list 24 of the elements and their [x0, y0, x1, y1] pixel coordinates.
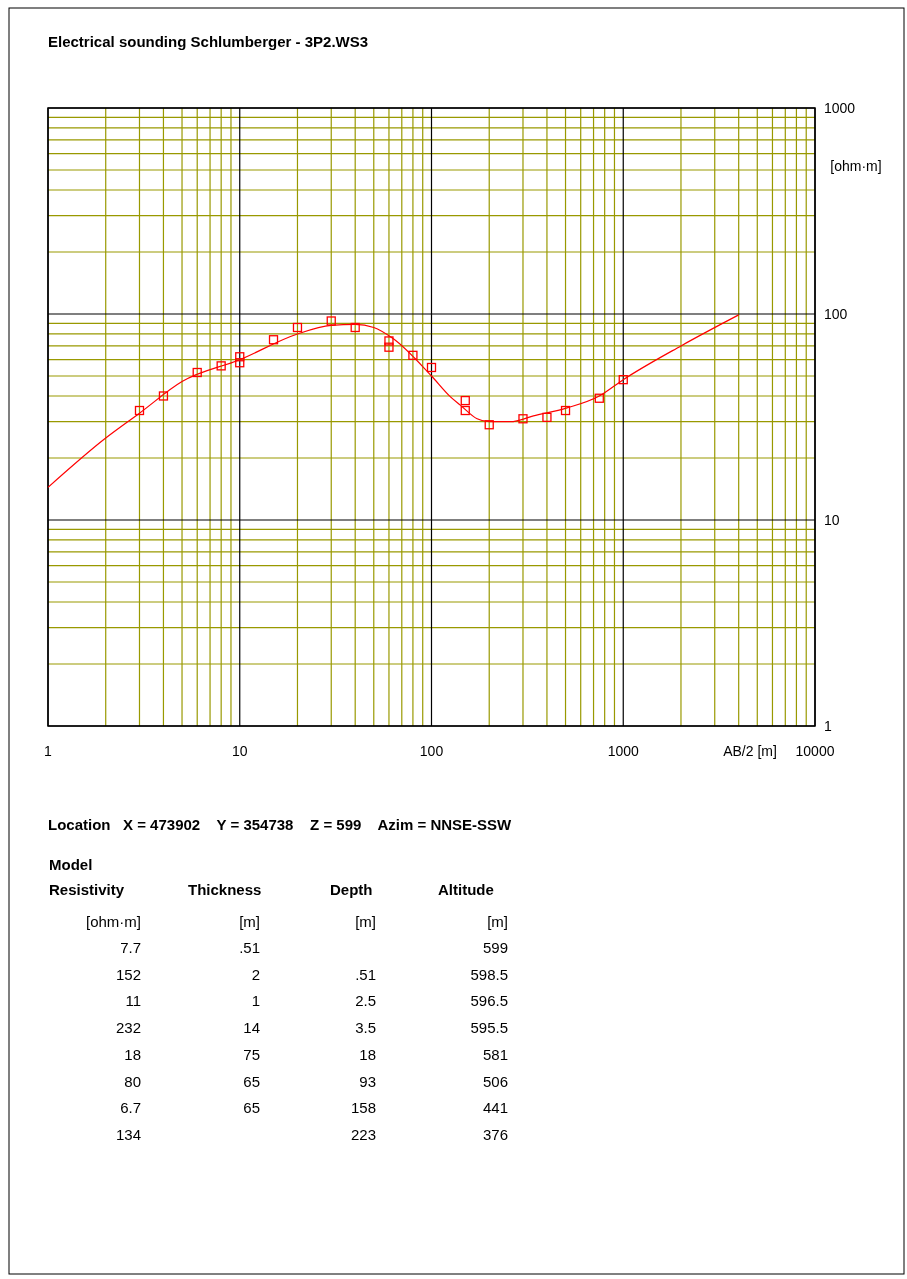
chart-title: Electrical sounding Schlumberger - 3P2.WS3 — [48, 33, 369, 50]
x-tick-label: 10 — [231, 743, 248, 759]
x-tick-label: 100 — [419, 743, 444, 759]
x-tick-label: 10000 — [795, 743, 835, 759]
y-tick-label: 10 — [824, 512, 840, 528]
x-tick-label: 1 — [44, 743, 53, 759]
text: 80 65 93 506 — [124, 1072, 508, 1090]
text: [ohm·m] [m] [m] [m] — [85, 913, 508, 930]
text: 152 2 .51 598.5 — [115, 965, 508, 983]
x-axis-title: AB/2 [m] — [723, 743, 777, 759]
text: Location X = 473902 Y = 354738 Z = 599 Azim = NNSE-SSW — [48, 816, 513, 833]
text: Model — [49, 856, 93, 873]
text: 18 75 18 581 — [124, 1045, 508, 1063]
text: 232 14 3.5 595.5 — [115, 1019, 508, 1037]
y-axis-title: [ohm·m] — [830, 158, 882, 174]
text: 6.7 65 158 441 — [120, 1099, 508, 1117]
y-tick-label: 1 — [824, 718, 832, 734]
y-tick-label: 100 — [824, 306, 848, 322]
text: 134 223 376 — [115, 1125, 508, 1143]
text: 7.7 .51 599 — [120, 939, 508, 956]
text: 11 1 2.5 596.5 — [125, 992, 508, 1010]
text: Resistivity Thickness Depth Altitude — [49, 881, 494, 898]
x-tick-label: 1000 — [607, 743, 640, 759]
y-tick-label: 1000 — [824, 100, 856, 116]
